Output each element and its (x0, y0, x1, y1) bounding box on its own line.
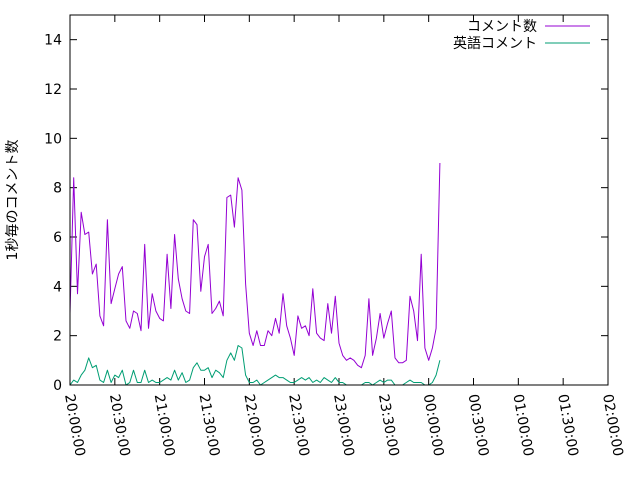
y-tick-label: 6 (53, 230, 62, 246)
y-axis-label: 1秒毎のコメント数 (5, 140, 21, 261)
series-line-0 (69, 162, 441, 369)
x-tick-label: 20:00:00 (61, 393, 88, 458)
plot-series (69, 162, 441, 386)
plot-frame (69, 14, 609, 386)
x-tick-label: 23:00:00 (330, 393, 357, 458)
axis-ticks: 0 2 4 6 8 10 12 14 20:00:00 20:30:00 21:00:00 21:30… (44, 15, 626, 458)
y-tick-label: 10 (44, 131, 62, 147)
x-tick-label: 00:00:00 (420, 393, 447, 458)
y-tick-label: 14 (44, 33, 62, 49)
legend-label: コメント数 (467, 19, 537, 35)
x-tick-label: 00:30:00 (465, 393, 492, 458)
y-tick-label: 2 (53, 329, 62, 345)
x-tick-label: 21:00:00 (151, 393, 178, 458)
x-tick-label: 23:30:00 (375, 393, 402, 458)
x-tick-label: 01:00:00 (509, 393, 536, 458)
y-tick-label: 8 (53, 181, 62, 197)
x-tick-label: 22:00:00 (240, 393, 267, 458)
y-tick-label: 0 (53, 378, 62, 394)
y-tick-label: 12 (44, 82, 62, 98)
series-line-1 (69, 345, 441, 386)
x-tick-label: 22:30:00 (285, 393, 312, 458)
legend-label: 英語コメント (453, 35, 537, 52)
x-tick-label: 01:30:00 (554, 393, 581, 458)
y-tick-label: 4 (53, 279, 62, 295)
x-tick-label: 20:30:00 (106, 393, 133, 458)
x-tick-label: 21:30:00 (196, 393, 223, 458)
x-tick-label: 02:00:00 (599, 393, 626, 458)
